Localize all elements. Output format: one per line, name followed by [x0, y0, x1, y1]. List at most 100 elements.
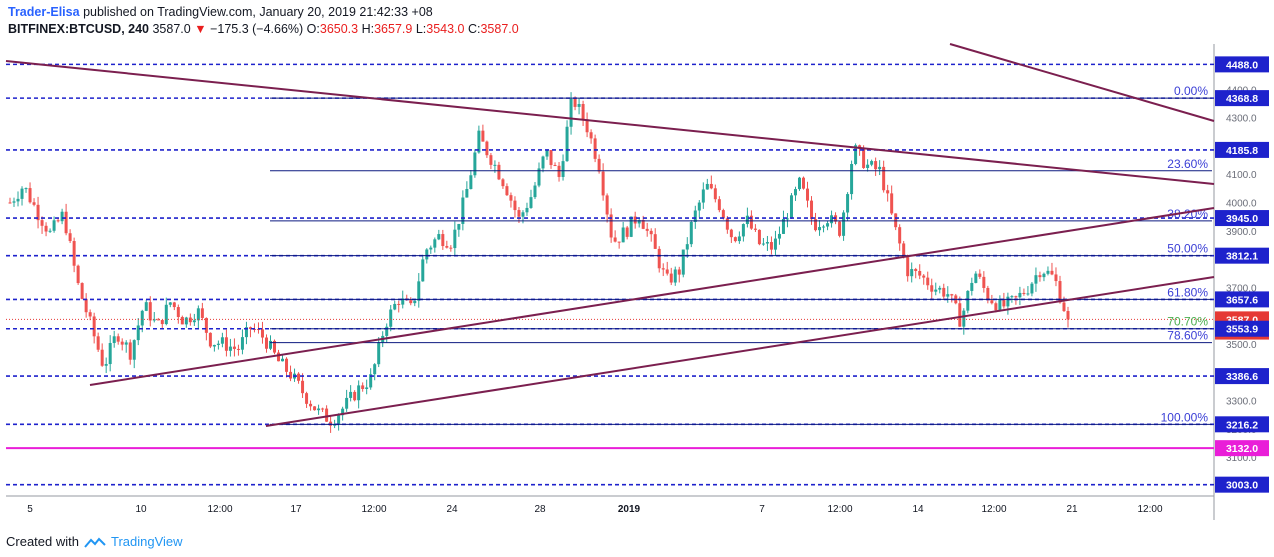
candle-body	[657, 248, 661, 269]
candle-body	[104, 364, 108, 366]
candle-body	[96, 336, 100, 350]
candle-body	[1042, 273, 1046, 278]
candle-body	[421, 259, 425, 282]
candle-body	[942, 287, 946, 297]
candle-body	[160, 320, 164, 325]
level-price-label-bg	[1215, 320, 1269, 337]
candle-body	[457, 223, 461, 230]
candle-body	[934, 289, 938, 292]
candle-body	[866, 164, 870, 168]
candle-body	[128, 342, 132, 360]
candle-body	[709, 183, 713, 189]
x-tick-label: 12:00	[361, 504, 386, 515]
support-price-label-bg	[1215, 440, 1269, 457]
fib-level-label: 61.80%	[1167, 285, 1208, 299]
candle-body	[277, 352, 281, 362]
candle-body	[361, 385, 365, 389]
level-price-label-bg	[1215, 141, 1269, 158]
candle-body	[116, 336, 120, 342]
candle-body	[946, 294, 950, 297]
candle-body	[425, 249, 429, 260]
candle-body	[297, 373, 301, 381]
candle-body	[505, 186, 509, 196]
candle-body	[56, 220, 60, 222]
candle-body	[1022, 292, 1026, 294]
candle-body	[497, 164, 501, 180]
candle-body	[653, 234, 657, 249]
candle-body	[12, 201, 16, 203]
x-tick-label: 10	[135, 504, 147, 515]
x-tick-label: 24	[446, 504, 458, 515]
level-price-label: 3553.9	[1226, 324, 1258, 336]
candle-body	[1002, 299, 1006, 307]
y-tick-label: 4000.0	[1226, 198, 1257, 209]
candle-body	[140, 310, 144, 326]
x-tick-label: 12:00	[981, 504, 1006, 515]
candle-body	[609, 214, 613, 238]
trend-line	[949, 43, 1215, 122]
x-tick-label: 17	[290, 504, 302, 515]
candle-body	[1006, 296, 1010, 307]
candle-body	[1018, 292, 1022, 298]
y-tick-label: 3500.0	[1226, 340, 1257, 351]
candle-body	[32, 202, 36, 205]
candle-body	[862, 148, 866, 168]
candle-body	[605, 195, 609, 215]
candle-body	[301, 380, 305, 394]
level-price-label: 3812.1	[1226, 251, 1258, 263]
tradingview-logo-icon	[84, 537, 106, 548]
candle-body	[485, 141, 489, 156]
candle-body	[224, 337, 228, 351]
candle-body	[641, 220, 645, 229]
trend-lines	[5, 43, 1215, 427]
candle-body	[910, 269, 914, 277]
candle-body	[112, 336, 116, 344]
candle-body	[994, 303, 998, 311]
level-price-label: 3003.0	[1226, 480, 1258, 492]
candle-body	[713, 188, 717, 200]
candle-body	[236, 348, 240, 350]
candle-body	[966, 290, 970, 311]
candle-body	[569, 98, 573, 127]
candle-body	[705, 183, 709, 190]
candle-body	[305, 393, 309, 404]
candle-body	[557, 165, 561, 177]
high-value: 3657.9	[374, 22, 413, 36]
candle-body	[737, 236, 741, 242]
candle-body	[573, 98, 577, 107]
author-name[interactable]: Trader-Elisa	[8, 5, 80, 19]
candle-body	[537, 168, 541, 186]
candles	[8, 92, 1070, 433]
y-tick-label: 4100.0	[1226, 170, 1257, 181]
price-change: −175.3 (−4.66%)	[210, 22, 304, 36]
candle-body	[998, 299, 1002, 311]
open-label: O:	[306, 22, 320, 36]
candle-body	[489, 155, 493, 165]
candle-body	[565, 126, 569, 162]
candle-body	[40, 220, 44, 226]
candle-body	[986, 287, 990, 301]
candle-body	[974, 273, 978, 283]
candle-body	[281, 358, 285, 362]
candle-body	[625, 227, 629, 237]
candle-body	[76, 265, 80, 284]
candle-body	[593, 138, 597, 159]
candle-body	[72, 241, 76, 266]
candle-body	[982, 276, 986, 288]
candle-body	[176, 307, 180, 318]
candle-body	[621, 227, 625, 243]
candle-body	[793, 189, 797, 196]
candle-body	[337, 415, 341, 425]
candle-body	[148, 302, 152, 321]
candle-body	[244, 327, 248, 338]
level-price-label: 4488.0	[1226, 59, 1258, 71]
tradingview-brand[interactable]: TradingView	[110, 534, 183, 549]
candle-body	[84, 298, 88, 313]
candle-body	[369, 374, 373, 388]
candle-body	[1010, 296, 1014, 298]
fib-level-label: 0.00%	[1174, 84, 1208, 98]
candle-body	[341, 408, 345, 416]
horizontal-levels	[6, 63, 1214, 486]
candle-body	[196, 308, 200, 321]
